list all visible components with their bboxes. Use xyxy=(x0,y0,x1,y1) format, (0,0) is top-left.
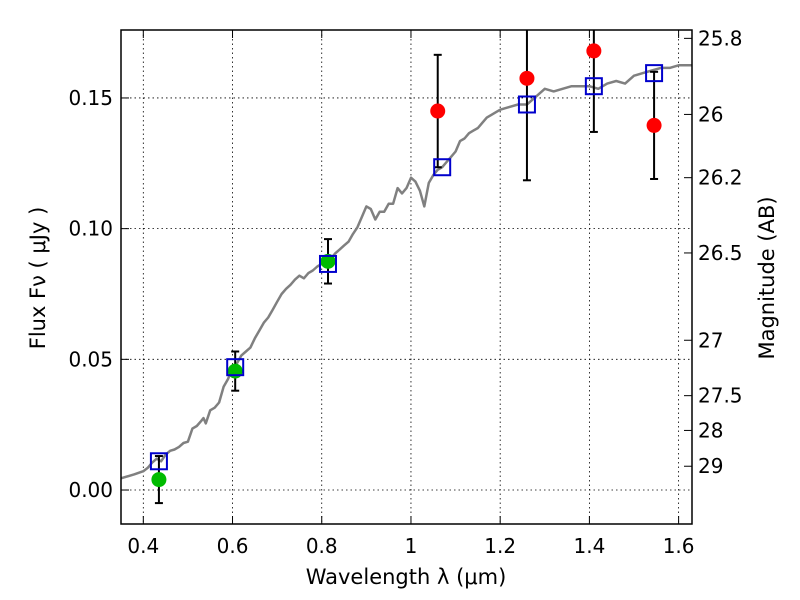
y-tick-label: 0.15 xyxy=(68,86,113,110)
x-axis-label: Wavelength λ (μm) xyxy=(306,565,507,589)
right-tick-label: 26 xyxy=(698,102,723,126)
green-point xyxy=(151,472,167,488)
red-point xyxy=(519,70,535,86)
data-points xyxy=(149,43,664,488)
red-point xyxy=(586,43,602,59)
right-tick-label: 26.5 xyxy=(698,241,743,265)
y-tick-label: 0.05 xyxy=(68,347,113,371)
x-tick-label: 1.4 xyxy=(573,534,605,558)
model-square xyxy=(517,95,536,114)
tick-labels: 0.4 0.6 0.8 1 1.2 1.4 1.6 0.00 0.05 0.10 0.15 25.8 2… xyxy=(68,26,742,558)
model-square xyxy=(645,64,664,83)
x-tick-label: 0.8 xyxy=(306,534,338,558)
right-tick-label: 25.8 xyxy=(698,26,743,50)
error-bars xyxy=(154,30,659,505)
red-point xyxy=(646,117,662,133)
x-tick-label: 1.6 xyxy=(663,534,695,558)
green-point xyxy=(227,363,243,379)
y-tick-label: 0.00 xyxy=(68,478,113,502)
model-square xyxy=(584,77,603,96)
model-spectrum xyxy=(121,64,692,480)
green-point xyxy=(320,253,336,269)
y-axis-label: Flux Fν ( μJy ) xyxy=(26,207,50,350)
right-tick-label: 27 xyxy=(698,328,723,352)
plot-frame xyxy=(120,29,693,525)
error-bar xyxy=(522,30,531,182)
x-tick-label: 0.6 xyxy=(217,534,249,558)
red-point xyxy=(430,103,446,119)
x-tick-label: 1 xyxy=(405,534,418,558)
model-square xyxy=(318,254,337,273)
right-tick-label: 28 xyxy=(698,418,723,442)
right-tick-label: 27.5 xyxy=(698,384,743,408)
axis-ticks xyxy=(121,30,692,524)
right-axis-label: Magnitude (AB) xyxy=(755,196,779,359)
spectrum-line xyxy=(121,64,692,480)
x-tick-label: 1.2 xyxy=(484,534,516,558)
model-square xyxy=(226,358,245,377)
x-tick-label: 0.4 xyxy=(127,534,159,558)
grid xyxy=(121,30,692,524)
error-bar xyxy=(589,30,598,133)
y-tick-label: 0.10 xyxy=(68,217,113,241)
model-square xyxy=(433,158,452,177)
model-square xyxy=(149,452,168,471)
right-tick-label: 26.2 xyxy=(698,166,743,190)
right-tick-label: 29 xyxy=(698,454,723,478)
